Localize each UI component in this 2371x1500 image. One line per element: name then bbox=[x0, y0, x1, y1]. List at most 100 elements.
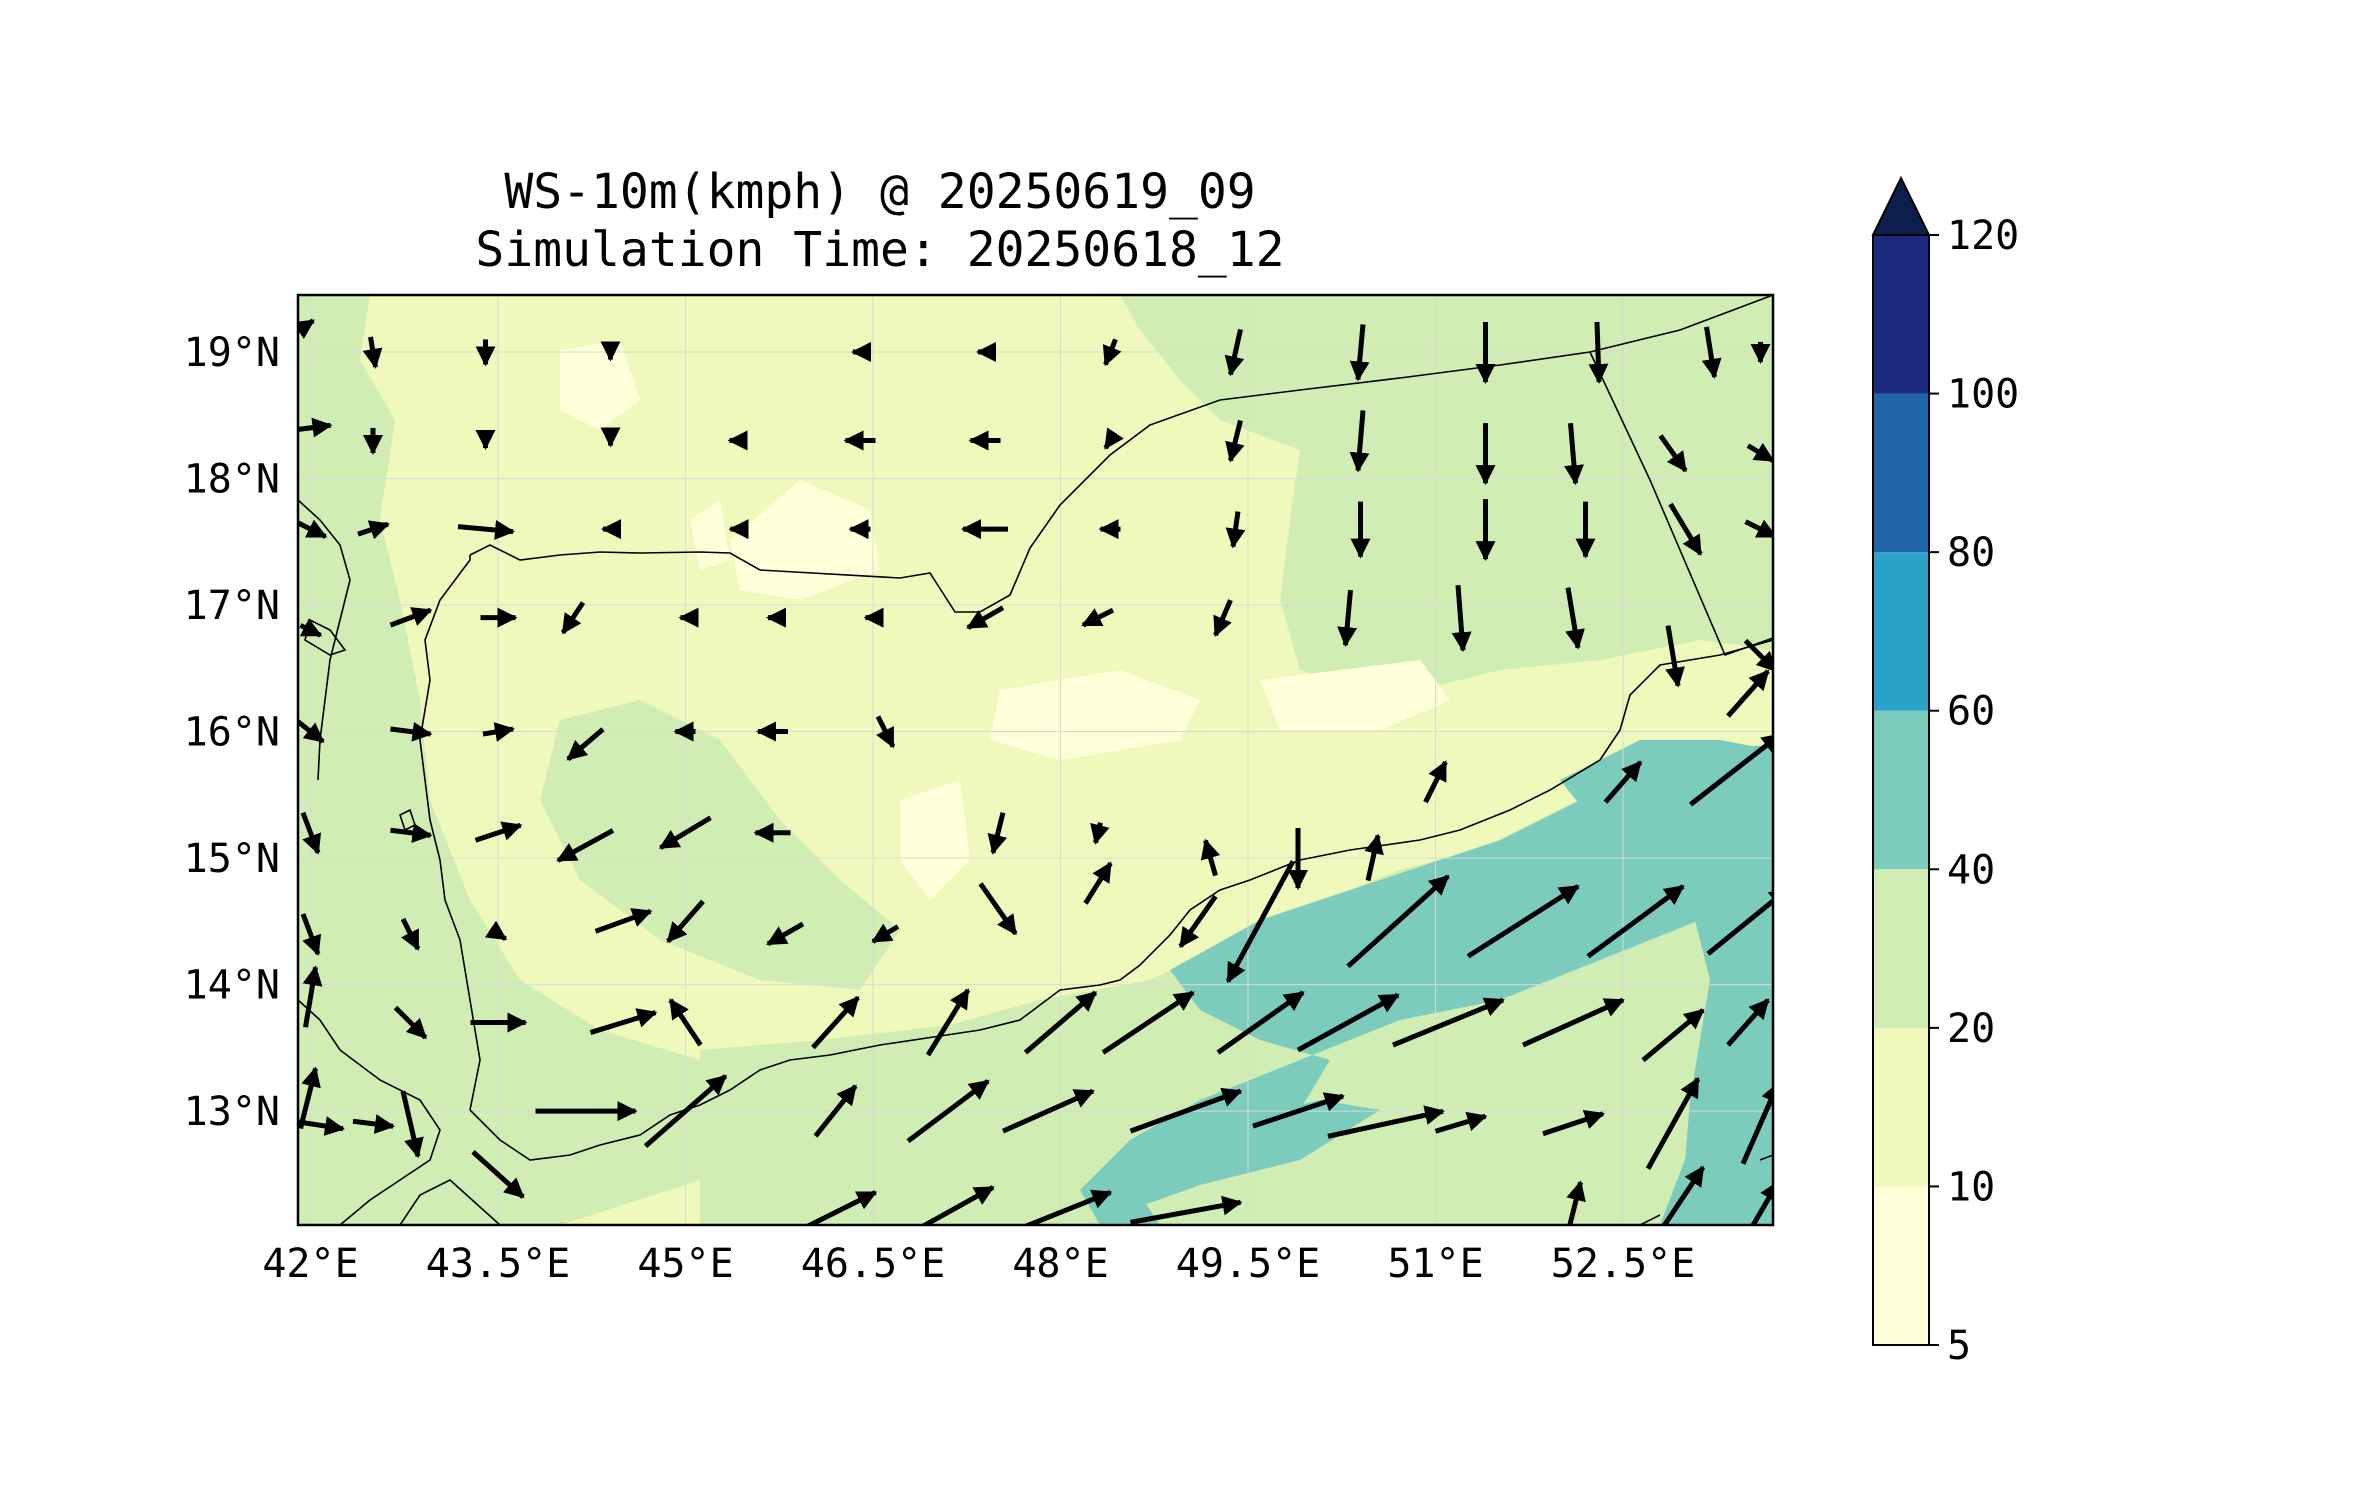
wind-arrow bbox=[298, 1116, 345, 1136]
wind-arrow bbox=[1744, 519, 1773, 539]
wind-arrow bbox=[298, 417, 333, 438]
wind-arrow bbox=[482, 722, 515, 742]
field-40-60-south-band bbox=[1090, 1100, 1380, 1210]
wind-arrow bbox=[1588, 321, 1609, 384]
wind-arrow bbox=[804, 1190, 878, 1225]
wind-arrow bbox=[389, 607, 433, 628]
colorbar-segment bbox=[1873, 869, 1929, 1028]
wind-arrow bbox=[298, 719, 325, 744]
wind-arrow bbox=[1090, 822, 1110, 845]
colorbar-tick-label: 20 bbox=[1947, 1006, 1995, 1052]
wind-arrow bbox=[1566, 1180, 1586, 1225]
wind-arrow bbox=[589, 1008, 658, 1035]
wind-arrow bbox=[1586, 884, 1685, 959]
wind-arrow bbox=[1349, 410, 1370, 473]
wind-arrow bbox=[1434, 1111, 1488, 1134]
wind-arrow bbox=[471, 1150, 525, 1199]
wind-arrow bbox=[871, 923, 900, 944]
wind-arrow bbox=[1216, 990, 1305, 1055]
wind-arrow bbox=[1701, 326, 1722, 379]
wind-arrow bbox=[1726, 998, 1770, 1047]
map-frame bbox=[296, 293, 1775, 1227]
wind-arrow bbox=[560, 601, 586, 635]
wind-arrow bbox=[484, 920, 508, 942]
wind-arrow bbox=[1641, 1008, 1705, 1063]
wind-arrow bbox=[457, 519, 515, 540]
wind-arrow bbox=[362, 336, 383, 369]
wind-arrow bbox=[1668, 502, 1703, 556]
wind-arrow bbox=[1081, 607, 1115, 628]
wind-arrow bbox=[357, 520, 390, 540]
wind-arrow bbox=[298, 1066, 321, 1130]
map-subtitle: Simulation Time: 20250618_12 bbox=[475, 222, 1285, 278]
lat-tick-label: 13°N bbox=[184, 1089, 280, 1135]
lon-tick-label: 49.5°E bbox=[1176, 1241, 1321, 1287]
island-dahlak bbox=[304, 618, 347, 656]
colorbar-tick-label: 5 bbox=[1947, 1323, 1971, 1369]
colorbar: 5 10 20 40 60 80 100 120 bbox=[1871, 175, 2019, 1369]
field-5-10-patch4 bbox=[1260, 660, 1450, 730]
colorbar-segment bbox=[1873, 1027, 1929, 1187]
field-40-60-arabian-sea bbox=[1560, 740, 1773, 1225]
wind-arrow bbox=[1337, 589, 1358, 648]
wind-arrow bbox=[658, 815, 712, 850]
wind-arrow bbox=[298, 519, 328, 539]
wind-arrow bbox=[1521, 997, 1625, 1048]
wind-arrow bbox=[925, 988, 971, 1057]
wind-arrow bbox=[666, 899, 705, 943]
socotra-coast bbox=[1759, 1154, 1773, 1161]
wind-arrow bbox=[987, 812, 1008, 855]
colorbar-tick-label: 120 bbox=[1947, 213, 2019, 259]
wind-arrow bbox=[474, 821, 523, 843]
field-5-10-patch5 bbox=[900, 780, 970, 900]
colorbar-segment bbox=[1873, 552, 1929, 711]
wind-arrow bbox=[1224, 328, 1245, 377]
wind-arrow bbox=[594, 908, 653, 934]
wind-arrow bbox=[1296, 992, 1400, 1053]
field-20-40-redsea bbox=[298, 295, 760, 1225]
wind-arrow bbox=[1225, 419, 1245, 463]
map-panel bbox=[298, 295, 1773, 1225]
somalia-coast bbox=[1639, 1214, 1661, 1225]
lat-tick-label: 17°N bbox=[184, 583, 280, 629]
wind-arrow bbox=[906, 1079, 990, 1144]
wind-arrow bbox=[393, 1005, 428, 1040]
colorbar-tick-label: 100 bbox=[1947, 372, 2019, 418]
wind-arrow bbox=[813, 1084, 858, 1138]
wind-arrow bbox=[1129, 1087, 1243, 1134]
wind-arrow bbox=[1688, 733, 1773, 807]
wind-arrow bbox=[875, 715, 896, 749]
wind-arrow bbox=[1349, 324, 1370, 382]
wind-arrow bbox=[556, 828, 615, 863]
colorbar-segment bbox=[1873, 393, 1929, 553]
lon-tick-label: 52.5°E bbox=[1551, 1241, 1696, 1287]
wind-arrow bbox=[1178, 894, 1218, 948]
wind-arrow bbox=[1102, 338, 1122, 367]
wind-arrow bbox=[1103, 427, 1124, 450]
wind-arrow bbox=[1225, 511, 1246, 549]
wind-arrow bbox=[668, 998, 703, 1047]
wind-arrow bbox=[1706, 887, 1773, 956]
wind-vectors bbox=[298, 318, 1773, 1225]
graticule bbox=[298, 295, 1773, 1225]
lat-tick-label: 19°N bbox=[184, 330, 280, 376]
colorbar-frame bbox=[1872, 234, 1930, 1346]
lat-tick-label: 18°N bbox=[184, 456, 280, 502]
wind-arrow bbox=[352, 1114, 395, 1134]
wind-arrow bbox=[1645, 1077, 1701, 1170]
lon-tick-label: 45°E bbox=[637, 1241, 733, 1287]
lat-tick-label: 16°N bbox=[184, 710, 280, 756]
wind-arrow bbox=[1466, 884, 1580, 959]
colorbar-tick-label: 40 bbox=[1947, 847, 1995, 893]
lat-tick-label: 14°N bbox=[184, 963, 280, 1009]
lon-tick-label: 46.5°E bbox=[801, 1241, 946, 1287]
wind-arrow bbox=[811, 995, 860, 1050]
wind-arrow bbox=[1564, 422, 1584, 486]
wind-arrow bbox=[1001, 1088, 1095, 1134]
wind-arrow bbox=[1746, 442, 1773, 463]
wind-arrow bbox=[1364, 833, 1384, 882]
longitude-axis: 42°E 43.5°E 45°E 46.5°E 48°E 49.5°E 51°E 52.5°E bbox=[262, 1241, 1695, 1287]
wind-arrow bbox=[400, 917, 421, 951]
colorbar-segment bbox=[1873, 710, 1929, 870]
lon-tick-label: 48°E bbox=[1012, 1241, 1108, 1287]
